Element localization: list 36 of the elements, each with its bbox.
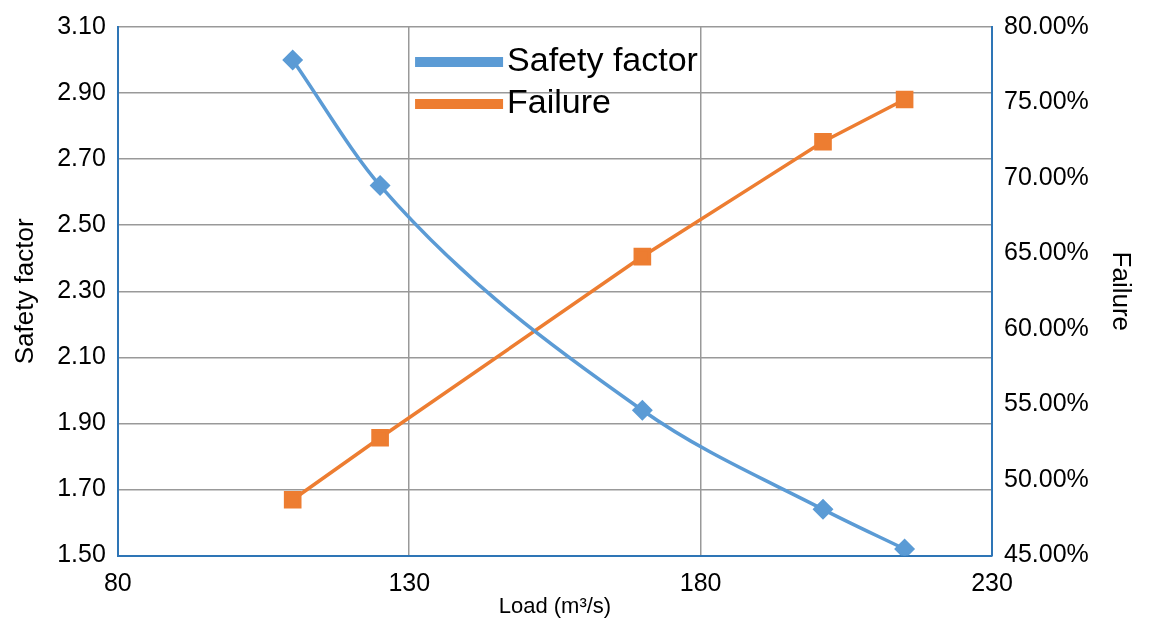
legend-label: Failure	[507, 82, 612, 121]
y2-tick-label: 45.00%	[1004, 539, 1089, 568]
y-tick-label: 2.70	[57, 143, 106, 172]
y2-tick-label: 75.00%	[1004, 86, 1089, 115]
point	[894, 539, 915, 556]
y-tick-label: 2.10	[57, 341, 106, 370]
y2-tick-label: 55.00%	[1004, 388, 1089, 417]
y2-tick-label: 60.00%	[1004, 312, 1089, 341]
point	[371, 428, 389, 447]
y-tick-label: 2.30	[57, 275, 106, 304]
y-axis-title: Safety factor	[8, 217, 39, 365]
y2-tick-label: 80.00%	[1004, 10, 1089, 39]
x-tick-label: 80	[103, 568, 132, 597]
point	[633, 247, 652, 266]
point	[814, 132, 832, 151]
y-tick-label: 2.50	[57, 209, 106, 238]
x-tick-label: 230	[971, 568, 1013, 597]
point	[370, 175, 390, 196]
point	[283, 490, 302, 509]
y-tick-label: 3.10	[57, 10, 106, 39]
point	[632, 400, 653, 420]
point	[282, 50, 303, 70]
point	[813, 499, 833, 520]
legend-label: Safety factor	[507, 40, 698, 79]
y2-tick-label: 50.00%	[1004, 463, 1089, 492]
x-tick-label: 180	[679, 568, 722, 597]
x-tick-label: 130	[388, 568, 431, 597]
y-tick-label: 1.90	[57, 407, 106, 436]
point	[895, 90, 914, 109]
x-axis-title: Load (m³/s)	[498, 592, 612, 618]
y2-axis-title: Failure	[1107, 251, 1138, 332]
y-tick-label: 2.90	[57, 76, 106, 105]
y2-tick-label: 65.00%	[1004, 237, 1089, 266]
y-tick-label: 1.70	[57, 473, 106, 502]
y2-tick-label: 70.00%	[1004, 161, 1089, 190]
y-tick-label: 1.50	[57, 539, 106, 568]
